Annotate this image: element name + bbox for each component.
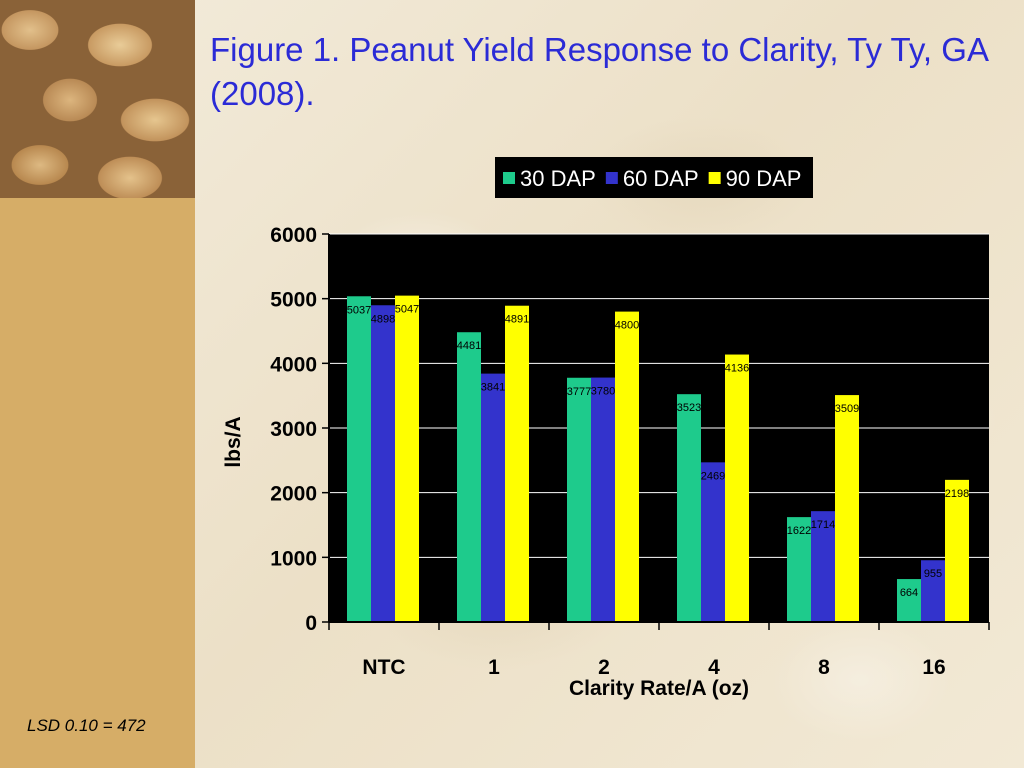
- data-label: 3777: [567, 386, 591, 398]
- x-tick-label: 16: [922, 656, 945, 679]
- data-label: 4481: [457, 340, 481, 352]
- y-tick-label: 2000: [270, 483, 317, 506]
- data-label: 3780: [591, 386, 615, 398]
- y-tick-label: 3000: [270, 418, 317, 441]
- bar-90-dap-16: [945, 479, 969, 622]
- page-title: Figure 1. Peanut Yield Response to Clari…: [210, 31, 988, 112]
- y-tick-label: 0: [305, 612, 317, 635]
- data-label: 4136: [725, 363, 749, 375]
- y-tick-label: 5000: [270, 289, 317, 312]
- data-label: 4800: [615, 320, 639, 332]
- legend-label: 60 DAP: [623, 166, 699, 191]
- y-tick-label: 4000: [270, 353, 317, 376]
- bar-60-dap-2: [591, 377, 615, 622]
- data-label: 1714: [811, 519, 835, 531]
- axes: [322, 233, 990, 630]
- bar-60-dap-8: [811, 511, 835, 622]
- legend-swatch: [708, 172, 721, 184]
- legend-swatch: [605, 172, 618, 184]
- x-tick-label: NTC: [362, 656, 405, 679]
- bar-90-dap-1: [505, 305, 529, 622]
- legend-label: 30 DAP: [520, 166, 596, 191]
- data-label: 3509: [835, 403, 859, 415]
- legend-box: [495, 157, 813, 198]
- data-label: 664: [900, 587, 918, 599]
- x-tick-label: 2: [598, 656, 610, 679]
- data-label: 4898: [371, 313, 395, 325]
- bar-60-dap-1: [481, 373, 505, 622]
- bar-60-dap-4: [701, 462, 725, 622]
- peanut-photo: [0, 0, 195, 198]
- bar-30-dap-2: [567, 377, 591, 622]
- bar-30-dap-16: [897, 579, 921, 622]
- y-tick-labels: 0 1000 2000 3000 4000 5000 6000: [270, 224, 317, 635]
- data-labels: 5037 4481 3777 3523 1622 664 4898 3841 3780 2469 1…: [347, 304, 969, 599]
- x-tick-label: 4: [708, 656, 720, 679]
- bar-90-dap-ntc: [395, 295, 419, 622]
- y-tick-label: 6000: [270, 224, 317, 247]
- bar-60-dap-16: [921, 560, 945, 622]
- lsd-footnote: LSD 0.10 = 472: [27, 716, 146, 735]
- data-label: 2198: [945, 488, 969, 500]
- data-label: 5037: [347, 304, 371, 316]
- data-label: 3523: [677, 402, 701, 414]
- data-label: 4891: [505, 314, 529, 326]
- gridlines: [329, 233, 989, 558]
- y-tick-label: 1000: [270, 547, 317, 570]
- bar-60-dap-ntc: [371, 305, 395, 622]
- legend-label: 90 DAP: [726, 166, 802, 191]
- y-axis-title: lbs/A: [222, 416, 245, 467]
- bar-30-dap-1: [457, 332, 481, 622]
- bar-30-dap-8: [787, 517, 811, 622]
- data-label: 5047: [395, 304, 419, 316]
- legend: 30 DAP 60 DAP 90 DAP: [495, 157, 813, 198]
- data-label: 955: [924, 568, 942, 580]
- x-tick-label: 1: [488, 656, 500, 679]
- x-axis-title: Clarity Rate/A (oz): [569, 677, 749, 700]
- bar-90-dap-2: [615, 311, 639, 622]
- sidebar-band: [0, 198, 195, 768]
- data-label: 1622: [787, 525, 811, 537]
- bar-90-dap-4: [725, 354, 749, 622]
- bar-30-dap-4: [677, 394, 701, 622]
- legend-swatch: [503, 172, 515, 184]
- x-tick-label: 8: [818, 656, 830, 679]
- x-tick-labels: NTC 1 2 4 8 16: [362, 656, 945, 679]
- bar-90-dap-8: [835, 395, 859, 622]
- data-label: 2469: [701, 470, 725, 482]
- bars: [347, 295, 969, 622]
- data-label: 3841: [481, 382, 505, 394]
- bar-30-dap-ntc: [347, 296, 371, 622]
